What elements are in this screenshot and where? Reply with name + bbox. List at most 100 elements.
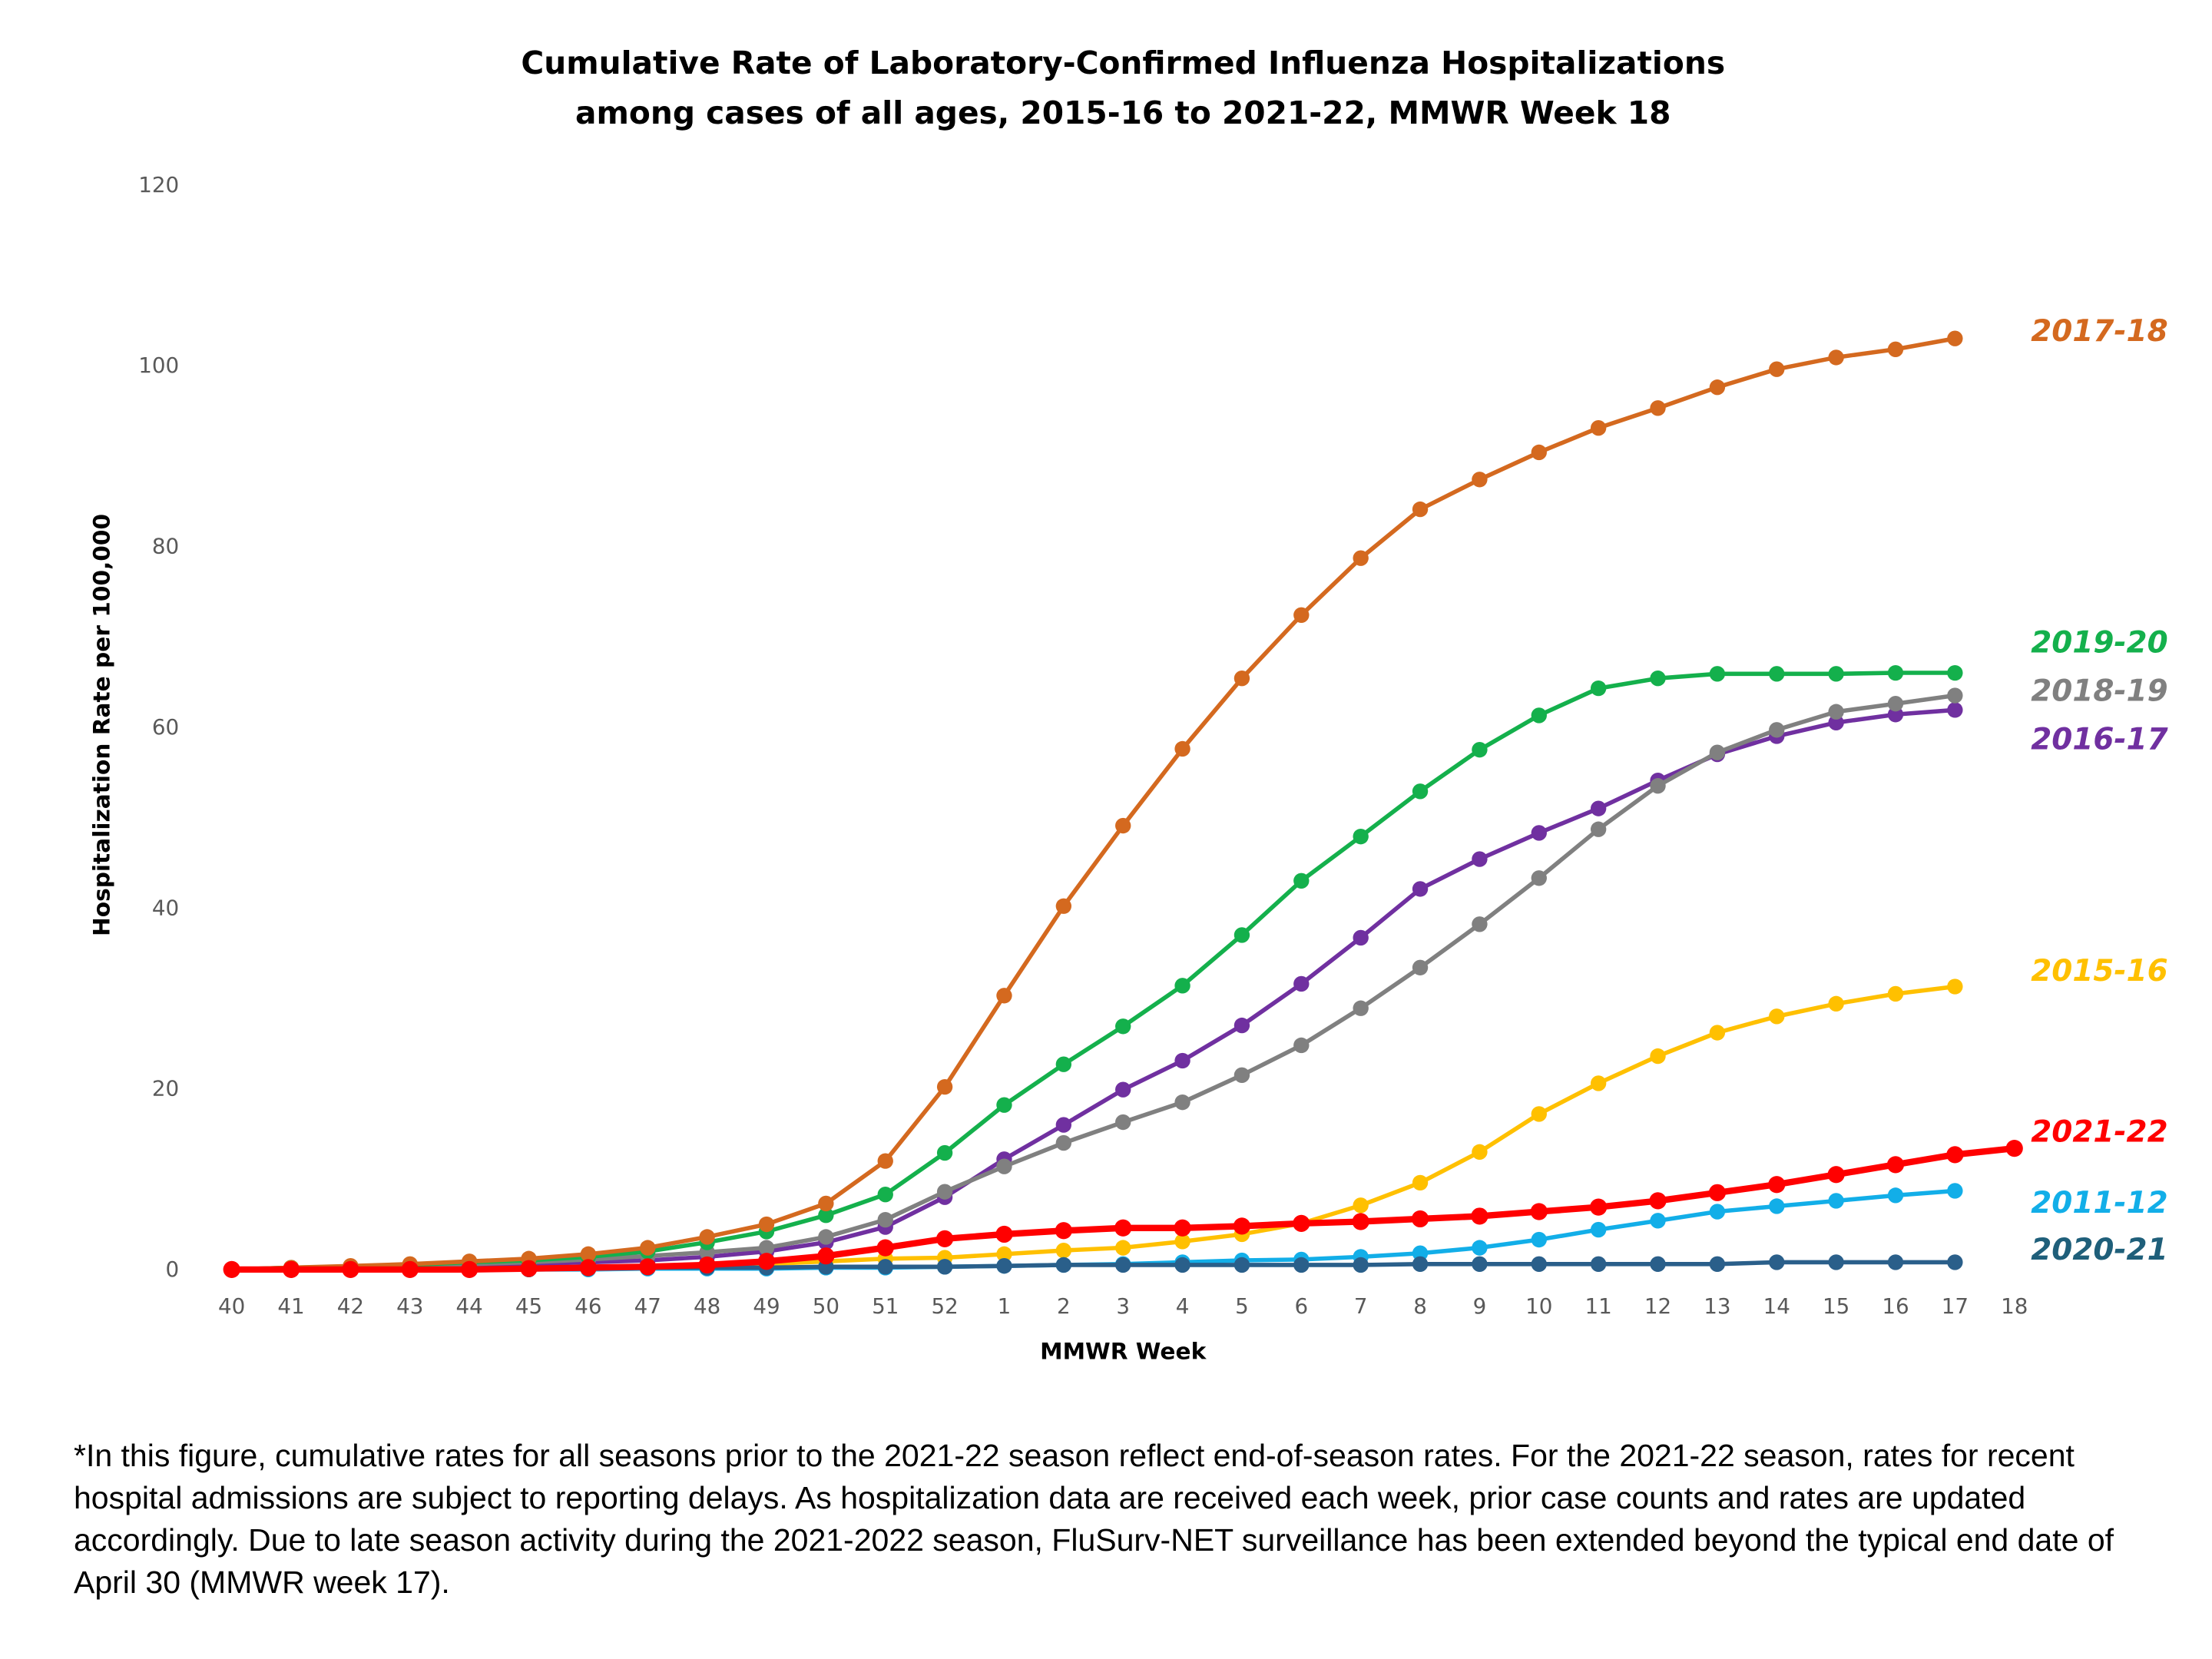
data-point (1650, 1256, 1666, 1272)
x-tick-label: 4 (1176, 1293, 1190, 1319)
data-point (1174, 1052, 1190, 1069)
y-tick-label: 0 (166, 1257, 180, 1282)
series-label: 2016-17 (2031, 722, 2167, 757)
x-tick-label: 44 (456, 1293, 483, 1319)
x-tick-label: 10 (1525, 1293, 1552, 1319)
data-point (1412, 1256, 1429, 1272)
data-point (1769, 361, 1785, 377)
footnote: *In this figure, cumulative rates for al… (74, 1438, 2114, 1600)
data-point (936, 1144, 953, 1161)
data-point (1115, 1081, 1131, 1098)
x-tick-label: 41 (277, 1293, 304, 1319)
data-point (1293, 873, 1310, 889)
data-point (1886, 1156, 1905, 1174)
data-point (223, 1260, 240, 1278)
data-point (876, 1239, 894, 1257)
x-tick-label: 2 (1057, 1293, 1071, 1319)
data-point (1590, 1256, 1607, 1272)
data-point (1055, 1257, 1072, 1273)
x-tick-label: 11 (1584, 1293, 1611, 1319)
y-tick-label: 60 (152, 714, 179, 740)
data-point (1233, 671, 1250, 687)
data-point (1353, 1197, 1369, 1214)
x-tick-label: 46 (575, 1293, 601, 1319)
x-tick-label: 50 (813, 1293, 839, 1319)
data-point (1472, 1240, 1488, 1256)
data-point (1887, 1187, 1904, 1204)
data-point (2005, 1140, 2023, 1157)
data-point (1293, 1037, 1310, 1054)
data-point (1115, 1114, 1131, 1131)
data-point (1233, 1217, 1251, 1235)
x-tick-label: 16 (1882, 1293, 1909, 1319)
data-point (1115, 1240, 1131, 1256)
series-label: 2018-19 (2031, 674, 2167, 708)
data-point (1887, 695, 1904, 712)
data-point (1947, 702, 1963, 718)
data-point (1412, 501, 1429, 518)
data-point (1709, 1256, 1726, 1272)
y-tick-label: 40 (152, 895, 179, 920)
data-point (1828, 995, 1844, 1012)
data-point (1828, 349, 1844, 366)
data-point (1590, 1075, 1607, 1091)
data-point (1650, 400, 1666, 416)
data-point (1472, 741, 1488, 758)
x-tick-label: 40 (218, 1293, 245, 1319)
data-point (877, 1186, 893, 1203)
data-point (1947, 1254, 1963, 1270)
x-tick-label: 48 (694, 1293, 720, 1319)
data-point (996, 1246, 1012, 1263)
data-point (1769, 1254, 1785, 1270)
data-point (1590, 821, 1607, 837)
data-point (1947, 979, 1963, 995)
data-point (818, 1195, 834, 1212)
data-point (1947, 1183, 1963, 1199)
data-point (1174, 740, 1190, 757)
y-tick-label: 20 (152, 1076, 179, 1101)
data-point (996, 1257, 1012, 1274)
data-point (818, 1207, 834, 1224)
data-point (1115, 1018, 1131, 1035)
data-point (1590, 420, 1607, 436)
data-point (1055, 1222, 1072, 1240)
data-point (1115, 1257, 1131, 1273)
series-label: 2011-12 (2031, 1186, 2167, 1220)
data-point (342, 1260, 359, 1278)
data-point (877, 1259, 893, 1275)
data-point (996, 1158, 1012, 1174)
x-tick-label: 3 (1116, 1293, 1130, 1319)
data-point (1412, 959, 1429, 975)
data-point (1769, 666, 1785, 682)
data-point (758, 1240, 775, 1256)
series-line (231, 707, 1955, 1272)
x-tick-label: 6 (1294, 1293, 1308, 1319)
data-point (1055, 898, 1072, 914)
data-point (1471, 1207, 1488, 1225)
data-point (1887, 1254, 1904, 1270)
x-tick-label: 13 (1704, 1293, 1730, 1319)
x-tick-label: 52 (931, 1293, 958, 1319)
data-point (1174, 1094, 1190, 1111)
data-point (1174, 1257, 1190, 1273)
data-point (1709, 1025, 1726, 1041)
data-point (1650, 671, 1666, 687)
data-point (1352, 1213, 1369, 1230)
data-point (1708, 1184, 1726, 1201)
data-point (1769, 1008, 1785, 1025)
x-tick-label: 9 (1473, 1293, 1487, 1319)
series-label: 2019-20 (2031, 626, 2167, 661)
data-point (1650, 778, 1666, 794)
data-point (1293, 975, 1310, 992)
data-point (877, 1211, 893, 1228)
y-tick-label: 80 (152, 534, 179, 559)
data-point (1947, 687, 1963, 704)
data-point (1472, 472, 1488, 488)
x-tick-label: 5 (1235, 1293, 1249, 1319)
data-point (1828, 1193, 1844, 1209)
data-point (1530, 1203, 1548, 1220)
data-point (1947, 664, 1963, 681)
data-point (936, 1230, 954, 1247)
data-point (1709, 379, 1726, 396)
